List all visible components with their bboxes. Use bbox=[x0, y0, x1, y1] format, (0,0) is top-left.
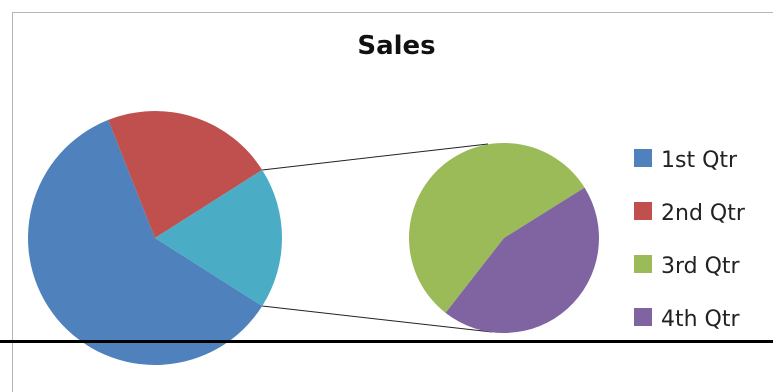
legend-label-4th-qtr: 4th Qtr bbox=[661, 307, 741, 332]
connector-line-top bbox=[262, 143, 489, 171]
secondary-slice-3rd-qtr bbox=[409, 143, 585, 313]
legend-swatch-4th-qtr bbox=[634, 308, 652, 326]
connector-lines bbox=[262, 143, 493, 333]
secondary-pie bbox=[409, 143, 600, 334]
primary-pie bbox=[27, 111, 282, 366]
legend-swatch-3rd-qtr bbox=[634, 255, 652, 273]
legend: 1st Qtr 2nd Qtr 3rd Qtr 4th Qtr bbox=[634, 148, 746, 332]
pie-slice-other bbox=[155, 169, 282, 307]
bottom-rule bbox=[0, 340, 773, 343]
legend-swatch-2nd-qtr bbox=[634, 202, 652, 220]
legend-label-2nd-qtr: 2nd Qtr bbox=[661, 201, 746, 226]
secondary-slice-4th-qtr bbox=[445, 187, 600, 334]
legend-label-1st-qtr: 1st Qtr bbox=[661, 148, 738, 173]
pie-slice-2nd-qtr bbox=[108, 111, 263, 238]
legend-swatch-1st-qtr bbox=[634, 149, 652, 167]
chart-title: Sales bbox=[357, 31, 436, 61]
connector-line-bottom bbox=[262, 305, 493, 333]
pie-slice-1st-qtr bbox=[27, 119, 263, 366]
legend-label-3rd-qtr: 3rd Qtr bbox=[661, 254, 741, 279]
